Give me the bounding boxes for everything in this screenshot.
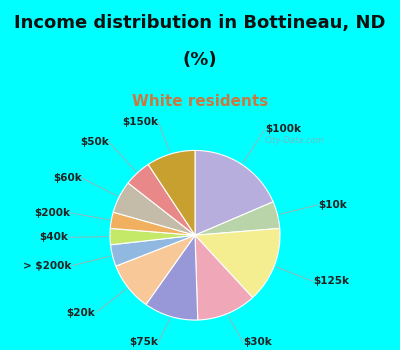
Text: (%): (%) [183,51,217,69]
Wedge shape [116,235,195,304]
Text: $75k: $75k [130,337,158,347]
Wedge shape [110,212,195,235]
Text: $125k: $125k [313,276,349,286]
Text: $100k: $100k [265,125,301,134]
Text: $60k: $60k [53,173,82,183]
Text: $40k: $40k [39,232,68,242]
Wedge shape [148,150,195,235]
Text: White residents: White residents [132,94,268,109]
Text: City-Data.com: City-Data.com [265,136,325,145]
Wedge shape [195,150,273,235]
Text: $50k: $50k [80,137,109,147]
Wedge shape [113,183,195,235]
Text: $10k: $10k [318,200,347,210]
Text: $200k: $200k [34,208,70,218]
Text: $20k: $20k [66,308,95,319]
Wedge shape [195,229,280,298]
Text: $150k: $150k [122,118,158,127]
Wedge shape [110,235,195,266]
Text: $30k: $30k [243,337,272,347]
Wedge shape [195,202,280,235]
Text: > $200k: > $200k [23,261,72,271]
Wedge shape [146,235,198,320]
Wedge shape [128,164,195,235]
Text: Income distribution in Bottineau, ND: Income distribution in Bottineau, ND [14,14,386,32]
Wedge shape [195,235,253,320]
Wedge shape [110,229,195,245]
